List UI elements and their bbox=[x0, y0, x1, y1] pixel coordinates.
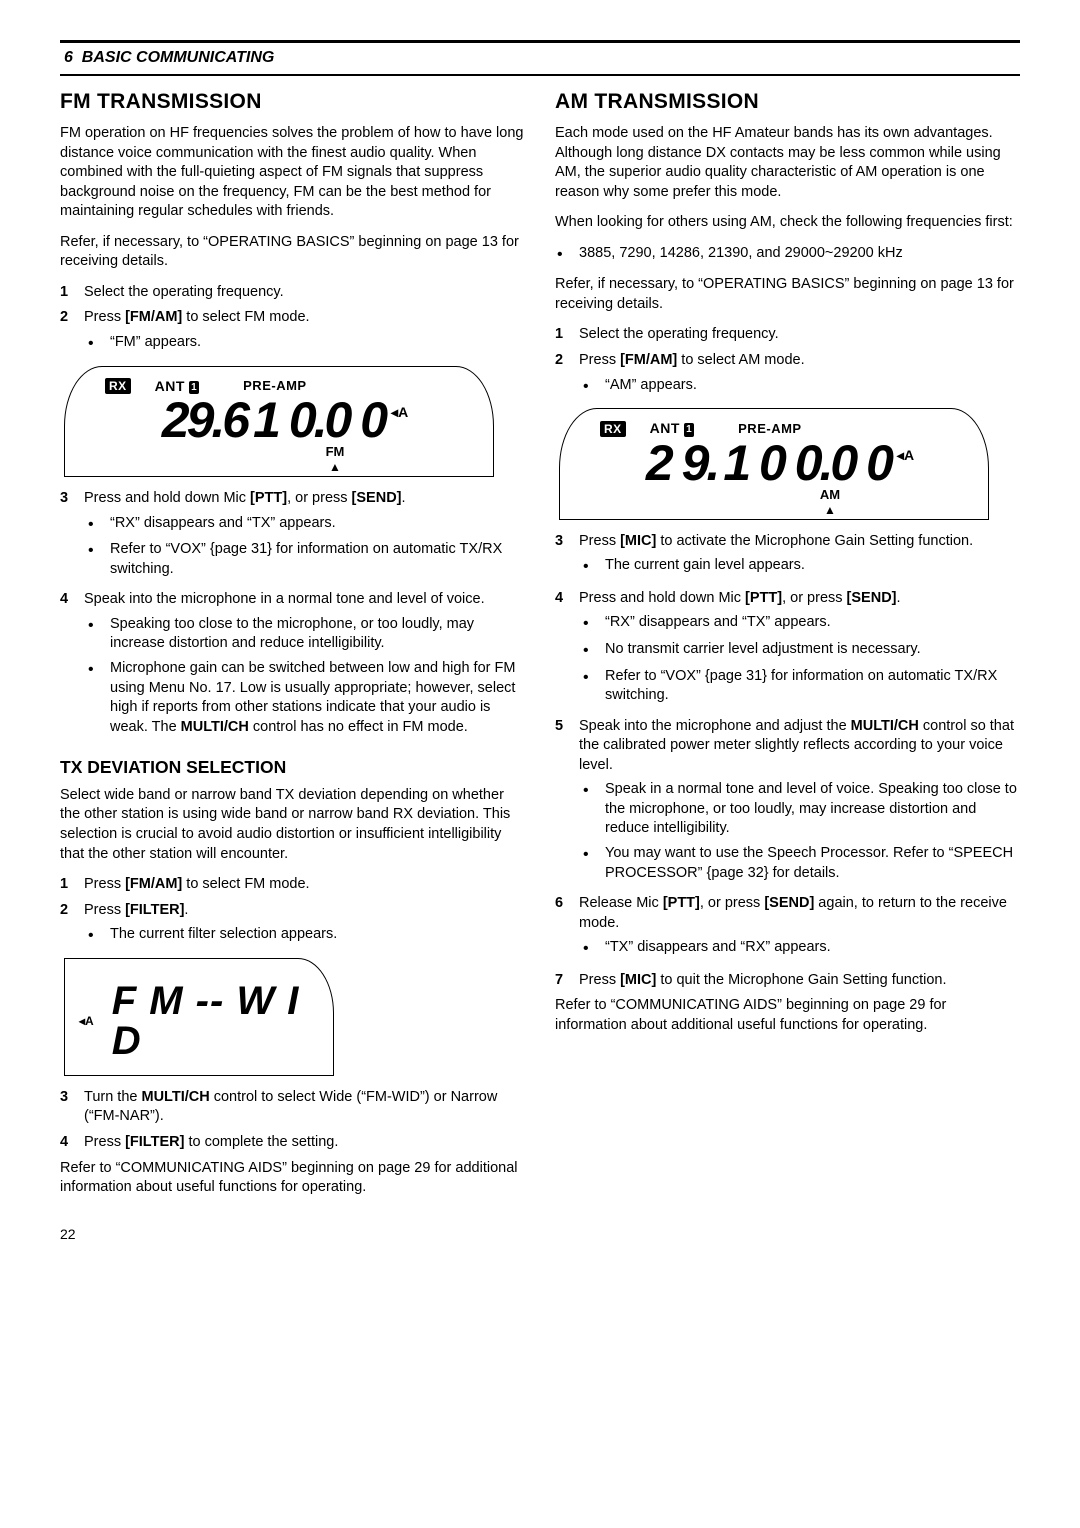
fm-step-3: 3 Press and hold down Mic [PTT], or pres… bbox=[60, 489, 525, 584]
tx-dev-para: Select wide band or narrow band TX devia… bbox=[60, 786, 525, 864]
lcd-rx-indicator: RX bbox=[105, 378, 131, 394]
right-column: AM TRANSMISSION Each mode used on the HF… bbox=[555, 86, 1020, 1209]
am-step-3: 3 Press [MIC] to activate the Microphone… bbox=[555, 532, 1020, 583]
fm-step-2: 2 Press [FM/AM] to select FM mode. “FM” … bbox=[60, 308, 525, 359]
txd-step-4: 4Press [FILTER] to complete the setting. bbox=[60, 1133, 525, 1153]
fm-ref-para: Refer, if necessary, to “OPERATING BASIC… bbox=[60, 233, 525, 272]
am-step-6: 6 Release Mic [PTT], or press [SEND] aga… bbox=[555, 894, 1020, 965]
two-column-layout: FM TRANSMISSION FM operation on HF frequ… bbox=[60, 86, 1020, 1209]
filter-lcd-display: ◂A F M -- W I D bbox=[64, 958, 334, 1076]
fm-transmission-heading: FM TRANSMISSION bbox=[60, 88, 525, 116]
chapter-label: 6 BASIC COMMUNICATING bbox=[64, 49, 274, 66]
fm-step-4: 4 Speak into the microphone in a normal … bbox=[60, 590, 525, 742]
am-intro-para: Each mode used on the HF Amateur bands h… bbox=[555, 124, 1020, 202]
am-step-2: 2 Press [FM/AM] to select AM mode. “AM” … bbox=[555, 351, 1020, 402]
am-footer-para: Refer to “COMMUNICATING AIDS” beginning … bbox=[555, 996, 1020, 1035]
am-step-4: 4 Press and hold down Mic [PTT], or pres… bbox=[555, 589, 1020, 711]
tx-dev-steps: 1Press [FM/AM] to select FM mode. 2 Pres… bbox=[60, 875, 525, 952]
fm-steps: 1Select the operating frequency. 2 Press… bbox=[60, 283, 525, 360]
am-step-1: 1Select the operating frequency. bbox=[555, 325, 1020, 345]
fm-footer-para: Refer to “COMMUNICATING AIDS” beginning … bbox=[60, 1159, 525, 1198]
am-step-5: 5 Speak into the microphone and adjust t… bbox=[555, 717, 1020, 889]
fm-steps-cont: 3 Press and hold down Mic [PTT], or pres… bbox=[60, 489, 525, 742]
am-freq-list: 3885, 7290, 14286, 21390, and 29000~2920… bbox=[555, 244, 1020, 266]
am-step-7: 7 Press [MIC] to quit the Microphone Gai… bbox=[555, 971, 1020, 991]
fm-intro-para: FM operation on HF frequencies solves th… bbox=[60, 124, 525, 222]
am-steps: 1Select the operating frequency. 2 Press… bbox=[555, 325, 1020, 402]
fm-step-1: 1Select the operating frequency. bbox=[60, 283, 525, 303]
chapter-bar: 6 BASIC COMMUNICATING bbox=[60, 43, 1020, 76]
fm-step2-note: “FM” appears. bbox=[84, 333, 525, 355]
am-lcd-display: RX ANT 1 PRE-AMP 2 9. 1 0 0.0 0 ◂A AM ▲ bbox=[559, 408, 989, 519]
page-number: 22 bbox=[60, 1225, 1020, 1244]
page-frame: 6 BASIC COMMUNICATING FM TRANSMISSION FM… bbox=[60, 40, 1020, 1244]
am-freq-intro: When looking for others using AM, check … bbox=[555, 213, 1020, 233]
lcd-rx-indicator: RX bbox=[600, 421, 626, 437]
tx-dev-steps-cont: 3Turn the MULTI/CH control to select Wid… bbox=[60, 1088, 525, 1153]
txd-step-1: 1Press [FM/AM] to select FM mode. bbox=[60, 875, 525, 895]
am-transmission-heading: AM TRANSMISSION bbox=[555, 88, 1020, 116]
txd-step-3: 3Turn the MULTI/CH control to select Wid… bbox=[60, 1088, 525, 1127]
left-column: FM TRANSMISSION FM operation on HF frequ… bbox=[60, 86, 525, 1209]
am-steps-cont: 3 Press [MIC] to activate the Microphone… bbox=[555, 532, 1020, 991]
am-ref-para: Refer, if necessary, to “OPERATING BASIC… bbox=[555, 275, 1020, 314]
fm-lcd-display: RX ANT 1 PRE-AMP 29.6 1 0.0 0 ◂A FM ▲ bbox=[64, 366, 494, 477]
txd-step-2: 2 Press [FILTER]. The current filter sel… bbox=[60, 901, 525, 952]
tx-deviation-heading: TX DEVIATION SELECTION bbox=[60, 756, 525, 780]
